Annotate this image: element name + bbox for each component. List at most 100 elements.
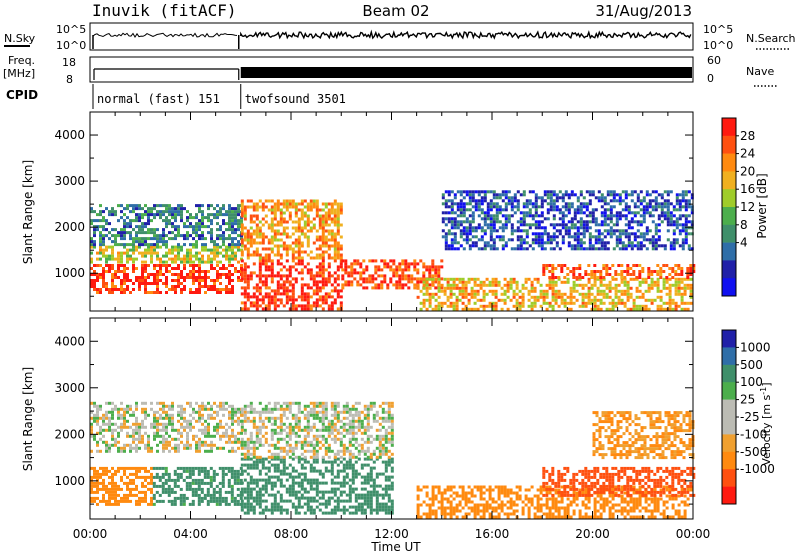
- echo-cell: [285, 280, 289, 284]
- echo-cell: [368, 274, 372, 278]
- echo-cell: [624, 229, 628, 233]
- echo-cell: [237, 240, 240, 244]
- echo-cell: [342, 484, 346, 488]
- echo-cell: [216, 446, 219, 450]
- echo-cell: [677, 264, 681, 267]
- echo-cell: [489, 247, 493, 251]
- echo-cell: [258, 280, 262, 284]
- noise-right-label: N.Search: [746, 32, 796, 45]
- echo-cell: [678, 217, 682, 221]
- echo-cell: [603, 196, 607, 200]
- echo-cell: [249, 271, 253, 275]
- echo-cell: [162, 404, 165, 408]
- echo-cell: [249, 493, 253, 497]
- echo-cell: [234, 254, 237, 258]
- echo-cell: [318, 496, 322, 500]
- echo-cell: [126, 404, 129, 408]
- echo-cell: [207, 270, 210, 273]
- echo-cell: [135, 216, 138, 220]
- echo-cell: [324, 268, 328, 272]
- echo-cell: [111, 472, 114, 476]
- echo-cell: [273, 274, 277, 278]
- echo-cell: [138, 207, 141, 211]
- echo-cell: [93, 472, 96, 476]
- echo-cell: [609, 217, 613, 221]
- echo-cell: [300, 493, 304, 497]
- echo-cell: [252, 241, 256, 245]
- echo-cell: [294, 481, 298, 485]
- freq-tick-high: 18: [62, 56, 76, 69]
- echo-cell: [165, 416, 168, 420]
- echo-cell: [129, 243, 132, 247]
- echo-cell: [195, 446, 198, 450]
- echo-cell: [120, 446, 123, 450]
- echo-cell: [99, 428, 102, 432]
- echo-cell: [612, 247, 616, 251]
- echo-cell: [582, 226, 586, 230]
- echo-cell: [201, 285, 204, 288]
- echo-cell: [321, 235, 325, 239]
- echo-cell: [590, 283, 594, 287]
- echo-cell: [99, 416, 102, 420]
- echo-cell: [650, 277, 654, 281]
- echo-cell: [219, 273, 222, 276]
- echo-cell: [201, 440, 204, 444]
- echo-cell: [537, 214, 541, 218]
- echo-cell: [588, 190, 592, 194]
- echo-cell: [630, 190, 634, 194]
- echo-cell: [315, 289, 319, 293]
- echo-cell: [666, 217, 670, 221]
- echo-cell: [557, 289, 561, 293]
- echo-cell: [515, 292, 519, 296]
- echo-cell: [483, 229, 487, 233]
- echo-cell: [306, 286, 310, 290]
- echo-cell: [141, 490, 144, 494]
- echo-cell: [173, 496, 177, 500]
- echo-cell: [167, 490, 171, 494]
- echo-cell: [452, 280, 456, 284]
- echo-cell: [90, 431, 93, 435]
- echo-cell: [105, 234, 108, 238]
- echo-cell: [560, 280, 564, 284]
- echo-cell: [309, 274, 313, 278]
- echo-cell: [147, 231, 150, 235]
- echo-cell: [303, 487, 307, 491]
- echo-cell: [261, 295, 265, 299]
- echo-cell: [99, 487, 102, 491]
- echo-cell: [111, 466, 114, 470]
- echo-cell: [618, 211, 622, 215]
- echo-cell: [261, 499, 265, 503]
- echo-cell: [684, 202, 688, 206]
- echo-cell: [183, 285, 186, 288]
- echo-cell: [339, 469, 343, 473]
- echo-cell: [252, 286, 256, 290]
- echo-cell: [327, 499, 331, 503]
- echo-cell: [246, 238, 250, 242]
- echo-cell: [660, 214, 664, 218]
- echo-cell: [306, 301, 310, 305]
- echo-cell: [258, 235, 262, 239]
- echo-cell: [228, 270, 231, 273]
- echo-cell: [279, 286, 283, 290]
- echo-cell: [215, 472, 219, 476]
- echo-cell: [315, 265, 319, 269]
- echo-cell: [167, 499, 171, 503]
- echo-cell: [195, 251, 198, 255]
- echo-cell: [207, 254, 210, 258]
- echo-cell: [138, 213, 141, 217]
- echo-cell: [213, 443, 216, 447]
- echo-cell: [471, 196, 475, 200]
- echo-cell: [258, 232, 262, 236]
- echo-cell: [240, 219, 243, 223]
- echo-cell: [437, 289, 441, 293]
- echo-cell: [447, 217, 451, 221]
- echo-cell: [144, 425, 147, 429]
- echo-cell: [603, 211, 607, 215]
- echo-cell: [300, 211, 304, 215]
- echo-cell: [681, 214, 685, 218]
- echo-cell: [225, 237, 228, 241]
- echo-cell: [428, 301, 432, 305]
- echo-cell: [237, 446, 240, 450]
- echo-cell: [255, 253, 259, 257]
- echo-cell: [623, 280, 627, 284]
